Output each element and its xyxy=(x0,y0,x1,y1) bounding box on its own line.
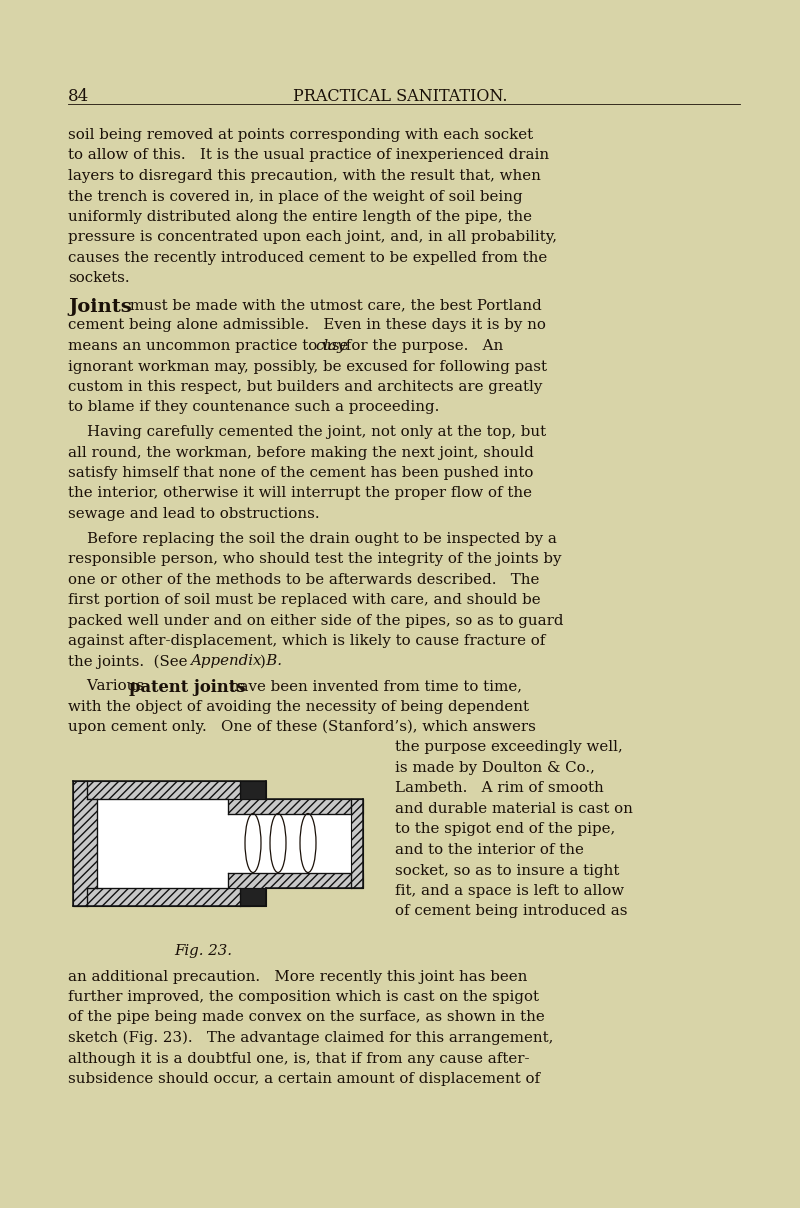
Text: of cement being introduced as: of cement being introduced as xyxy=(395,905,627,918)
Text: sketch (Fig. 23).   The advantage claimed for this arrangement,: sketch (Fig. 23). The advantage claimed … xyxy=(68,1030,554,1045)
Text: all round, the workman, before making the next joint, should: all round, the workman, before making th… xyxy=(68,446,534,459)
Text: uniformly distributed along the entire length of the pipe, the: uniformly distributed along the entire l… xyxy=(68,210,532,223)
Text: the interior, otherwise it will interrupt the proper flow of the: the interior, otherwise it will interrup… xyxy=(68,487,532,500)
Polygon shape xyxy=(351,798,363,888)
Text: Various: Various xyxy=(68,679,149,693)
Text: the trench is covered in, in place of the weight of soil being: the trench is covered in, in place of th… xyxy=(68,190,522,203)
Text: subsidence should occur, a certain amount of displacement of: subsidence should occur, a certain amoun… xyxy=(68,1071,540,1086)
Text: packed well under and on either side of the pipes, so as to guard: packed well under and on either side of … xyxy=(68,614,563,627)
Text: clay: clay xyxy=(315,339,346,353)
Text: although it is a doubtful one, is, that if from any cause after-: although it is a doubtful one, is, that … xyxy=(68,1051,530,1065)
Polygon shape xyxy=(97,798,240,888)
Polygon shape xyxy=(73,780,250,798)
Text: Lambeth.   A rim of smooth: Lambeth. A rim of smooth xyxy=(395,782,604,796)
Text: must be made with the utmost care, the best Portland: must be made with the utmost care, the b… xyxy=(125,298,542,312)
Text: first portion of soil must be replaced with care, and should be: first portion of soil must be replaced w… xyxy=(68,593,541,606)
Text: is made by Doulton & Co.,: is made by Doulton & Co., xyxy=(395,761,595,776)
Polygon shape xyxy=(97,798,228,888)
Polygon shape xyxy=(228,813,351,872)
Text: upon cement only.   One of these (Stanford’s), which answers: upon cement only. One of these (Stanford… xyxy=(68,720,536,734)
Text: ): ) xyxy=(260,655,266,668)
Text: Appendix B.: Appendix B. xyxy=(190,655,282,668)
Text: custom in this respect, but builders and architects are greatly: custom in this respect, but builders and… xyxy=(68,381,542,394)
Text: cement being alone admissible.   Even in these days it is by no: cement being alone admissible. Even in t… xyxy=(68,319,546,332)
Text: socket, so as to insure a tight: socket, so as to insure a tight xyxy=(395,864,619,877)
Text: satisfy himself that none of the cement has been pushed into: satisfy himself that none of the cement … xyxy=(68,466,534,480)
Text: against after-displacement, which is likely to cause fracture of: against after-displacement, which is lik… xyxy=(68,634,546,647)
Text: one or other of the methods to be afterwards described.   The: one or other of the methods to be afterw… xyxy=(68,573,539,587)
Text: fit, and a space is left to allow: fit, and a space is left to allow xyxy=(395,884,624,898)
Text: sewage and lead to obstructions.: sewage and lead to obstructions. xyxy=(68,507,320,521)
Text: responsible person, who should test the integrity of the joints by: responsible person, who should test the … xyxy=(68,552,562,567)
Text: to blame if they countenance such a proceeding.: to blame if they countenance such a proc… xyxy=(68,401,439,414)
Text: the purpose exceedingly well,: the purpose exceedingly well, xyxy=(395,741,622,755)
Text: causes the recently introduced cement to be expelled from the: causes the recently introduced cement to… xyxy=(68,251,547,265)
Polygon shape xyxy=(240,888,266,906)
Text: soil being removed at points corresponding with each socket: soil being removed at points correspondi… xyxy=(68,128,533,143)
Polygon shape xyxy=(228,872,363,888)
Text: for the purpose.   An: for the purpose. An xyxy=(341,339,503,353)
Text: Before replacing the soil the drain ought to be inspected by a: Before replacing the soil the drain ough… xyxy=(68,532,557,546)
Text: to the spigot end of the pipe,: to the spigot end of the pipe, xyxy=(395,823,615,836)
Text: PRACTICAL SANITATION.: PRACTICAL SANITATION. xyxy=(293,88,507,105)
Text: and durable material is cast on: and durable material is cast on xyxy=(395,802,633,815)
Polygon shape xyxy=(73,780,97,906)
Text: further improved, the composition which is cast on the spigot: further improved, the composition which … xyxy=(68,991,539,1004)
Text: sockets.: sockets. xyxy=(68,272,130,285)
Text: ignorant workman may, possibly, be excused for following past: ignorant workman may, possibly, be excus… xyxy=(68,360,547,373)
Text: pressure is concentrated upon each joint, and, in all probability,: pressure is concentrated upon each joint… xyxy=(68,231,557,244)
Text: Having carefully cemented the joint, not only at the top, but: Having carefully cemented the joint, not… xyxy=(68,425,546,439)
Text: the joints.  (See: the joints. (See xyxy=(68,655,192,669)
Polygon shape xyxy=(228,798,363,813)
Text: 84: 84 xyxy=(68,88,90,105)
Polygon shape xyxy=(240,780,266,798)
Text: means an uncommon practice to use: means an uncommon practice to use xyxy=(68,339,353,353)
Text: and to the interior of the: and to the interior of the xyxy=(395,843,584,856)
Text: of the pipe being made convex on the surface, as shown in the: of the pipe being made convex on the sur… xyxy=(68,1011,545,1024)
Text: with the object of avoiding the necessity of being dependent: with the object of avoiding the necessit… xyxy=(68,699,529,714)
Polygon shape xyxy=(73,888,250,906)
Text: Joints: Joints xyxy=(68,298,132,316)
Text: have been invented from time to time,: have been invented from time to time, xyxy=(225,679,522,693)
Text: Fig. 23.: Fig. 23. xyxy=(174,943,232,958)
Text: patent joints: patent joints xyxy=(129,679,246,696)
Text: to allow of this.   It is the usual practice of inexperienced drain: to allow of this. It is the usual practi… xyxy=(68,149,549,163)
Text: an additional precaution.   More recently this joint has been: an additional precaution. More recently … xyxy=(68,970,527,983)
Text: layers to disregard this precaution, with the result that, when: layers to disregard this precaution, wit… xyxy=(68,169,541,182)
